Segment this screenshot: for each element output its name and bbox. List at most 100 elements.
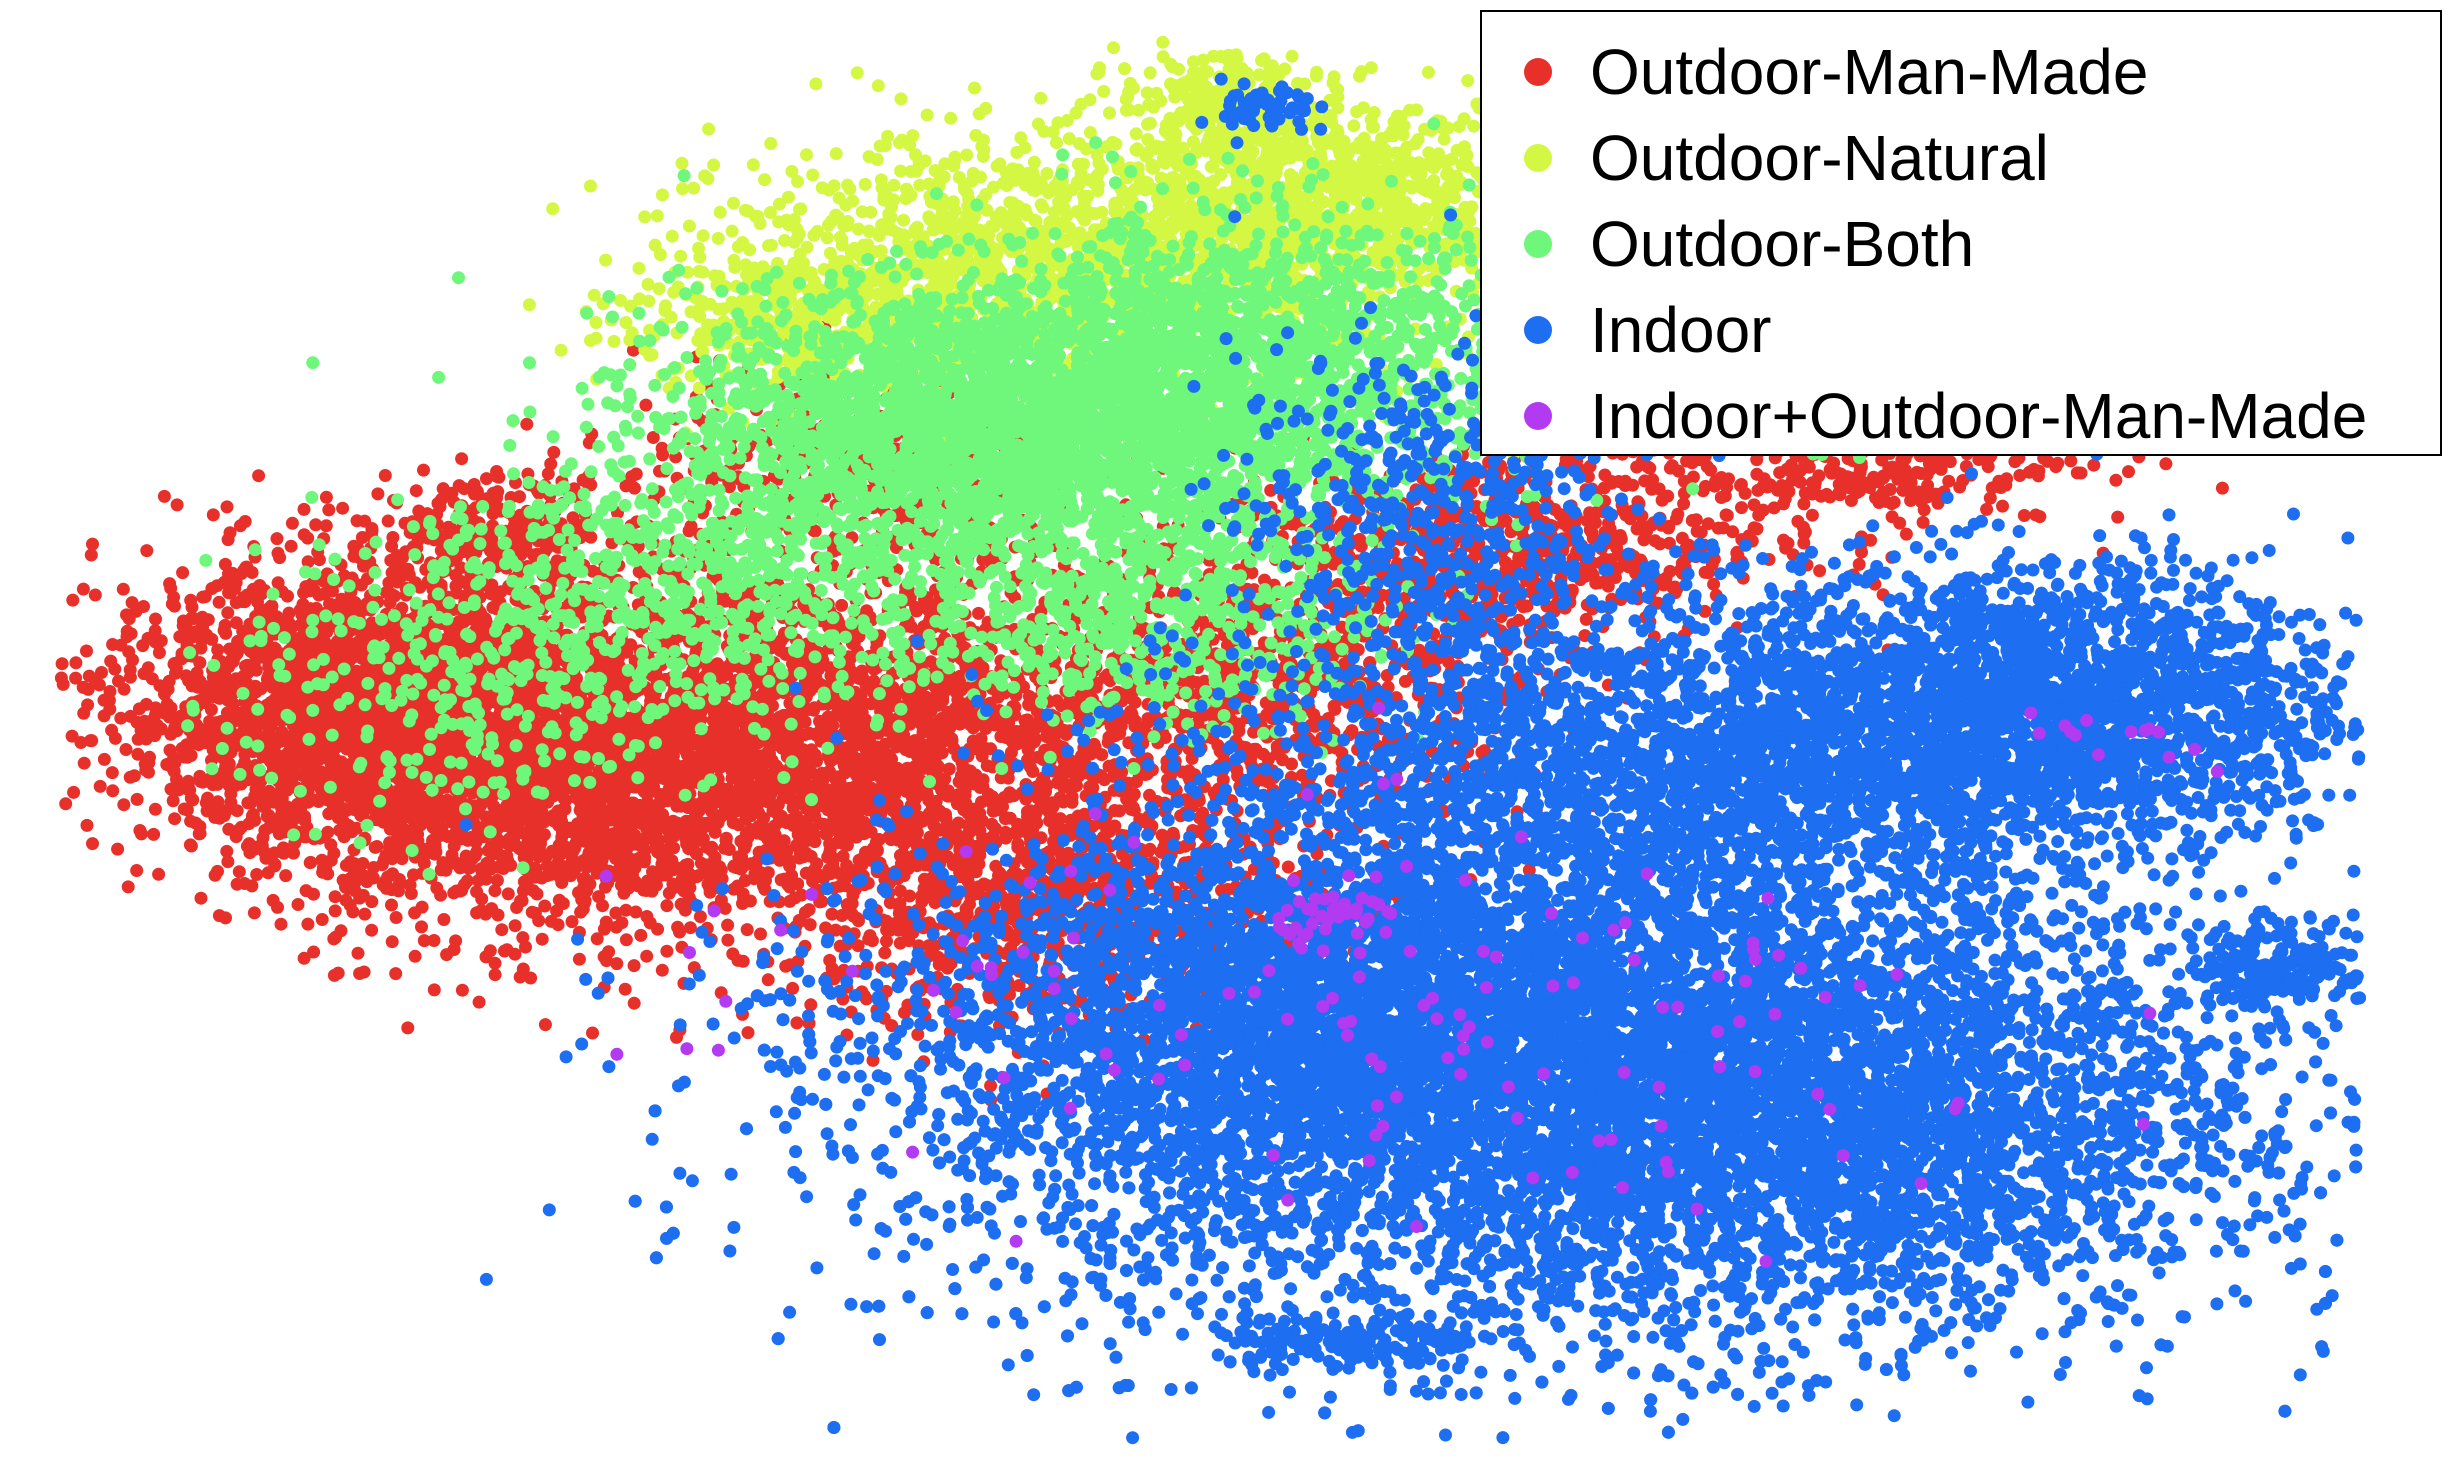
scatter-point	[634, 928, 648, 942]
scatter-point	[210, 579, 224, 593]
scatter-point	[291, 797, 305, 811]
scatter-point	[284, 539, 298, 553]
scatter-point	[486, 847, 499, 861]
scatter-point	[472, 995, 486, 1009]
scatter-point	[472, 757, 486, 771]
scatter-point	[358, 742, 372, 756]
scatter-point	[530, 887, 544, 901]
scatter-point	[660, 944, 674, 958]
scatter-point	[538, 1018, 552, 1032]
scatter-point	[273, 691, 287, 705]
scatter-point	[415, 920, 428, 934]
scatter-point	[170, 498, 184, 512]
scatter-point	[138, 715, 152, 729]
scatter-point	[488, 884, 502, 898]
scatter-point	[234, 820, 248, 834]
scatter-point	[312, 795, 326, 808]
scatter-point	[258, 800, 272, 814]
scatter-point	[167, 764, 181, 778]
scatter-point	[67, 785, 81, 799]
scatter-point	[461, 833, 475, 847]
scatter-point	[521, 835, 535, 849]
scatter-point	[275, 806, 289, 820]
scatter-point	[503, 809, 517, 823]
scatter-point	[352, 798, 366, 812]
scatter-point	[248, 789, 262, 803]
scatter-point	[348, 875, 362, 889]
scatter-point	[297, 502, 311, 516]
scatter-point	[142, 756, 156, 770]
scatter-point	[157, 489, 171, 503]
scatter-point	[114, 711, 128, 725]
scatter-point	[453, 739, 467, 753]
scatter-point	[154, 634, 168, 648]
scatter-point	[264, 604, 278, 618]
scatter-point	[196, 621, 209, 635]
scatter-point	[624, 638, 638, 652]
scatter-point	[221, 533, 235, 547]
scatter-point	[474, 904, 488, 917]
scatter-point	[425, 816, 439, 830]
scatter-point	[535, 932, 549, 946]
scatter-point	[222, 586, 236, 600]
scatter-point	[211, 643, 225, 657]
scatter-point	[97, 752, 111, 766]
scatter-point	[279, 869, 293, 883]
scatter-point	[212, 595, 226, 609]
scatter-point	[385, 935, 399, 949]
scatter-point	[388, 711, 402, 725]
scatter-point	[291, 898, 305, 911]
scatter-point	[181, 783, 195, 796]
scatter-point	[358, 907, 372, 921]
scatter-point	[335, 592, 349, 606]
scatter-point	[147, 827, 161, 841]
scatter-point	[93, 779, 107, 793]
scatter-point	[206, 778, 220, 792]
scatter-point	[271, 576, 285, 590]
scatter-point	[97, 693, 111, 707]
scatter-point	[434, 888, 448, 902]
scatter-point	[519, 940, 532, 954]
scatter-point	[215, 689, 229, 703]
scatter-point	[82, 669, 96, 683]
scatter-point	[271, 546, 285, 560]
scatter-point	[551, 816, 565, 830]
scatter-point	[222, 779, 236, 793]
scatter-point	[163, 577, 177, 591]
scatter-point	[265, 680, 279, 694]
scatter-point	[168, 812, 182, 826]
scatter-point	[327, 846, 341, 860]
scatter-point	[615, 916, 629, 930]
scatter-point	[381, 728, 395, 742]
scatter-point	[327, 932, 341, 946]
scatter-point	[86, 537, 99, 551]
scatter-point	[660, 899, 674, 913]
scatter-point	[618, 982, 632, 996]
scatter-point	[552, 893, 566, 907]
scatter-point	[182, 674, 196, 688]
scatter-point	[149, 612, 162, 626]
scatter-point	[176, 614, 190, 628]
scatter-point	[246, 582, 260, 596]
scatter-point	[247, 724, 261, 738]
scatter-point	[379, 881, 393, 895]
scatter-point	[130, 864, 144, 877]
scatter-point	[662, 886, 676, 900]
scatter-point	[383, 822, 397, 836]
scatter-point	[336, 501, 350, 515]
scatter-point	[639, 398, 653, 412]
scatter-point	[167, 711, 181, 724]
scatter-point	[650, 837, 664, 851]
scatter-point	[252, 469, 266, 483]
scatter-point	[111, 842, 125, 856]
scatter-point	[440, 948, 454, 962]
scatter-point	[220, 844, 234, 858]
scatter-point	[312, 588, 326, 602]
scatter-point	[754, 927, 767, 941]
scatter-point	[578, 827, 591, 841]
scatter-point	[385, 898, 398, 912]
scatter-point	[738, 841, 751, 855]
scatter-point	[85, 734, 99, 748]
scatter-point	[331, 966, 345, 980]
